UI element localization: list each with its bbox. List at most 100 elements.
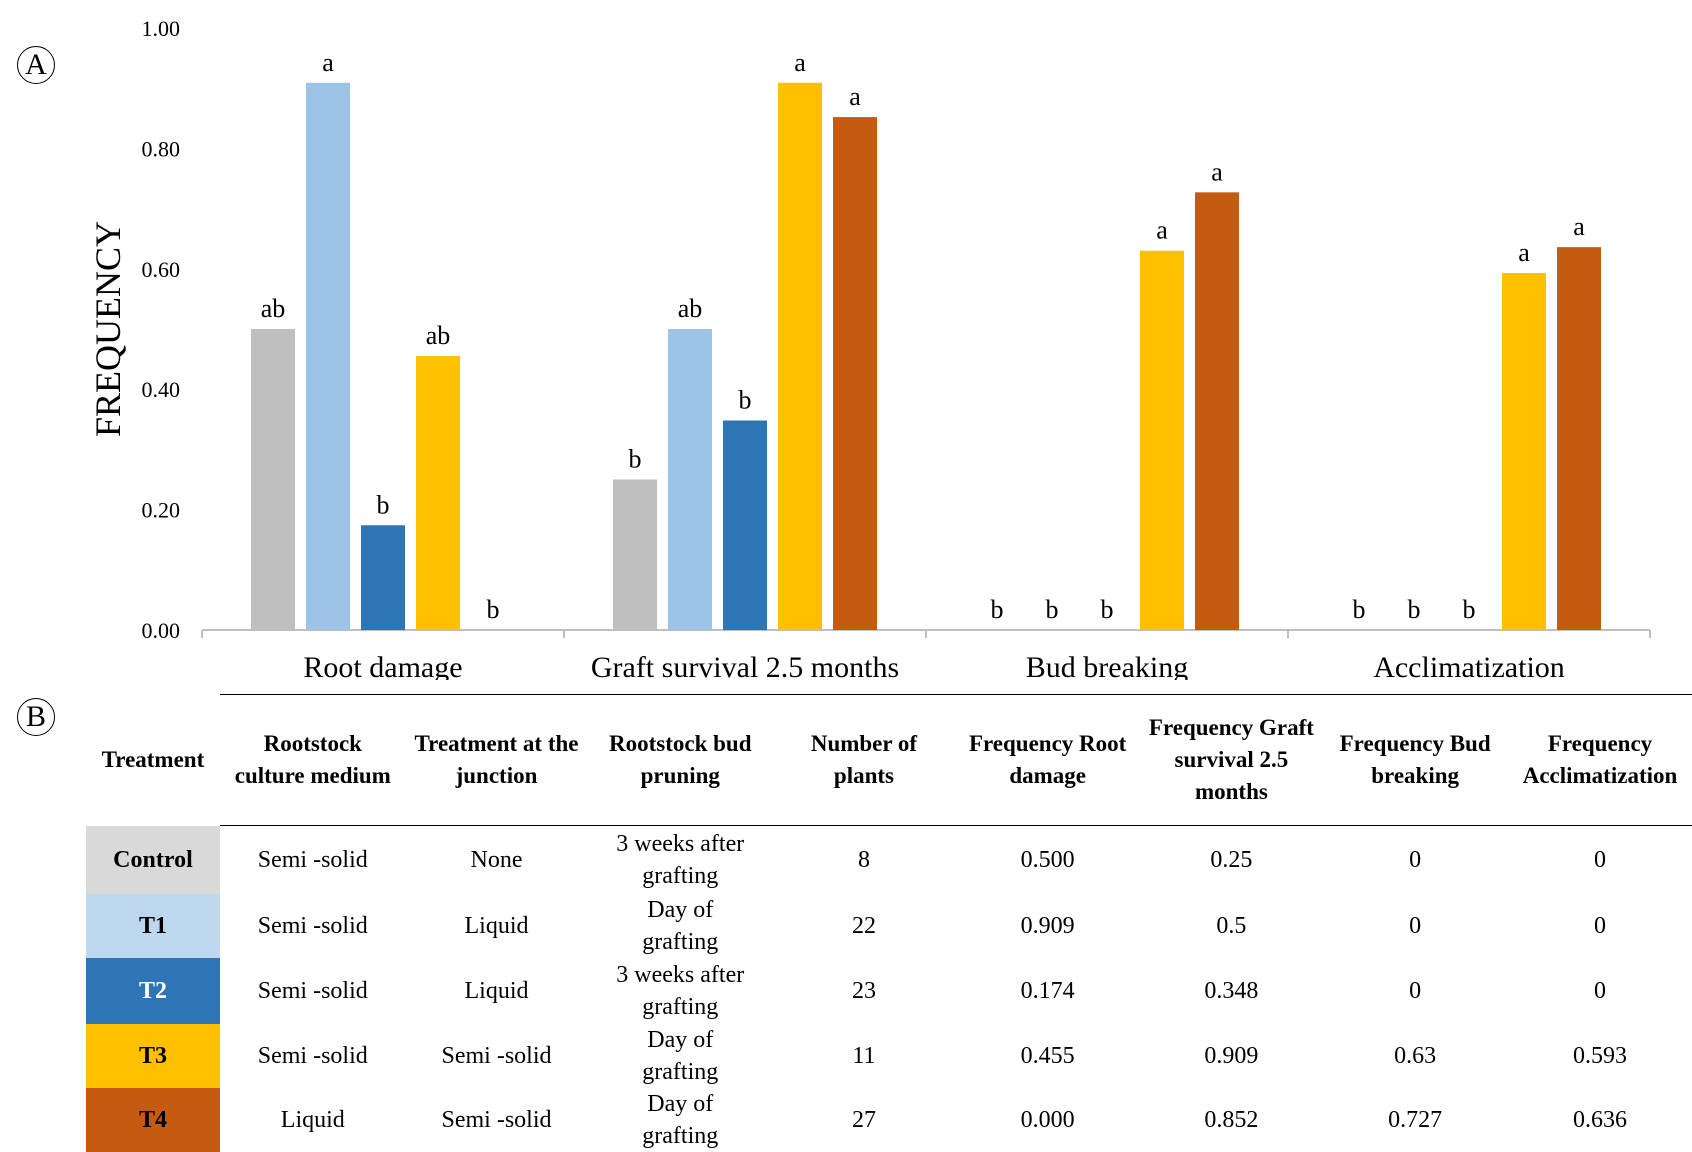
cell-treatment: T3 — [86, 1024, 220, 1088]
cell-number-plants: 27 — [851, 1107, 876, 1133]
panel-label-a-text: A — [25, 48, 47, 81]
cell-number-plants: 22 — [851, 913, 876, 939]
cell-culture-medium: Semi -solid — [257, 913, 368, 939]
bar-significance-label: b — [1463, 595, 1476, 624]
bar-significance-label: a — [794, 48, 806, 77]
cell-bud-pruning: Day of grafting — [642, 897, 719, 955]
cell-freq-graft-survival: 0.5 — [1216, 913, 1247, 939]
cell-freq-root-damage: 0.909 — [1020, 913, 1075, 939]
cell-junction: None — [470, 847, 523, 873]
cell-freq-graft-survival: 0.909 — [1204, 1043, 1259, 1069]
bar-significance-label: b — [1353, 595, 1366, 624]
header-freq-graft-survival: Frequency Graft survival 2.5 months — [1140, 694, 1323, 826]
x-category-label: Bud breaking — [1026, 651, 1188, 680]
cell-bud-pruning: Day of grafting — [642, 1027, 719, 1085]
bar — [251, 329, 295, 630]
cell-culture-medium: Semi -solid — [257, 978, 368, 1004]
treatment-table-grid: Treatment Rootstock culture medium Treat… — [86, 694, 1692, 1152]
cell-bud-pruning: Day of grafting — [642, 1091, 719, 1149]
cell-junction: Liquid — [464, 978, 529, 1004]
header-freq-bud-breaking: Frequency Bud breaking — [1322, 694, 1509, 826]
y-tick-label: 0.20 — [142, 498, 181, 523]
bar-significance-label: a — [1573, 212, 1585, 241]
bar-significance-label: a — [849, 82, 861, 111]
cell-number-plants: 11 — [852, 1043, 876, 1069]
header-freq-acclimatization: Frequency Acclimatization — [1508, 694, 1692, 826]
bar-significance-label: a — [1518, 238, 1530, 267]
bar-significance-label: a — [322, 48, 334, 77]
cell-junction: Semi -solid — [441, 1107, 552, 1133]
cell-freq-bud-breaking: 0 — [1409, 978, 1422, 1004]
header-treatment: Treatment — [101, 747, 205, 772]
table-row: T4 Liquid Semi -solid Day of grafting 27 0.00… — [86, 1088, 1692, 1152]
bar-significance-label: ab — [678, 294, 703, 323]
cell-treatment: Control — [86, 825, 220, 894]
cell-freq-root-damage: 0.000 — [1020, 1107, 1075, 1133]
cell-treatment: T4 — [86, 1088, 220, 1152]
panel-label-b: B — [17, 698, 55, 736]
table-row: Control Semi -solid None 3 weeks after graf… — [86, 825, 1692, 894]
header-number-plants: Number of plants — [773, 694, 955, 826]
table-row: T1 Semi -solid Liquid Day of grafting 22 0.90… — [86, 894, 1692, 958]
bar-significance-label: a — [1211, 157, 1223, 186]
cell-freq-bud-breaking: 0.727 — [1388, 1107, 1443, 1133]
header-bud-pruning: Rootstock bud pruning — [587, 694, 774, 826]
cell-freq-graft-survival: 0.25 — [1210, 847, 1253, 873]
cell-freq-acclimatization: 0 — [1594, 913, 1606, 939]
cell-freq-acclimatization: 0.636 — [1573, 1107, 1627, 1133]
x-category-label: Acclimatization — [1373, 651, 1565, 680]
y-tick-label: 0.60 — [142, 257, 181, 282]
bar-significance-label: b — [1046, 595, 1059, 624]
cell-bud-pruning: 3 weeks after grafting — [616, 831, 745, 889]
cell-freq-root-damage: 0.174 — [1020, 978, 1075, 1004]
table-row: T3 Semi -solid Semi -solid Day of grafting 1… — [86, 1024, 1692, 1088]
bar — [1140, 250, 1184, 631]
cell-freq-graft-survival: 0.852 — [1204, 1107, 1259, 1133]
cell-junction: Semi -solid — [441, 1043, 552, 1069]
cell-junction: Liquid — [464, 913, 529, 939]
y-tick-label: 0.00 — [142, 618, 181, 643]
bar-significance-label: b — [377, 490, 390, 519]
bar — [668, 329, 712, 630]
x-category-label: Graft survival 2.5 months — [591, 651, 899, 680]
bar-significance-label: b — [739, 386, 752, 415]
cell-freq-acclimatization: 0 — [1594, 847, 1606, 873]
bar — [306, 82, 350, 631]
cell-culture-medium: Semi -solid — [257, 1043, 368, 1069]
bar-significance-label: b — [629, 445, 642, 474]
y-tick-label: 0.40 — [142, 377, 181, 402]
bar-significance-label: ab — [261, 294, 286, 323]
cell-culture-medium: Semi -solid — [257, 847, 368, 873]
panel-label-b-text: B — [25, 700, 46, 733]
cell-treatment: T1 — [86, 894, 220, 958]
cell-freq-bud-breaking: 0 — [1409, 847, 1422, 873]
bar-significance-label: b — [1408, 595, 1421, 624]
cell-freq-bud-breaking: 0 — [1409, 913, 1422, 939]
cell-freq-root-damage: 0.500 — [1020, 847, 1075, 873]
bar — [778, 82, 822, 631]
table-row: T2 Semi -solid Liquid 3 weeks after graftin… — [86, 958, 1692, 1024]
bar — [833, 117, 877, 630]
y-tick-label: 1.00 — [142, 16, 181, 41]
bar — [613, 479, 657, 630]
x-category-label: Root damage — [303, 651, 462, 680]
cell-freq-graft-survival: 0.348 — [1204, 978, 1259, 1004]
bar-significance-label: b — [487, 595, 500, 624]
cell-bud-pruning: 3 weeks after grafting — [616, 962, 745, 1020]
bar — [723, 420, 767, 630]
bar-significance-label: ab — [426, 321, 451, 350]
bar-significance-label: b — [991, 595, 1004, 624]
y-axis-label: FREQUENCY — [88, 221, 128, 437]
bar-significance-label: b — [1101, 595, 1114, 624]
cell-number-plants: 8 — [857, 847, 870, 873]
cell-freq-acclimatization: 0.593 — [1573, 1043, 1627, 1069]
header-culture-medium: Rootstock culture medium — [219, 694, 406, 826]
cell-freq-bud-breaking: 0.63 — [1394, 1043, 1437, 1069]
bar — [361, 525, 405, 630]
bar — [416, 356, 460, 630]
cell-freq-root-damage: 0.455 — [1020, 1043, 1075, 1069]
bar — [1502, 273, 1546, 630]
y-tick-label: 0.80 — [142, 136, 181, 161]
bar — [1195, 192, 1239, 630]
